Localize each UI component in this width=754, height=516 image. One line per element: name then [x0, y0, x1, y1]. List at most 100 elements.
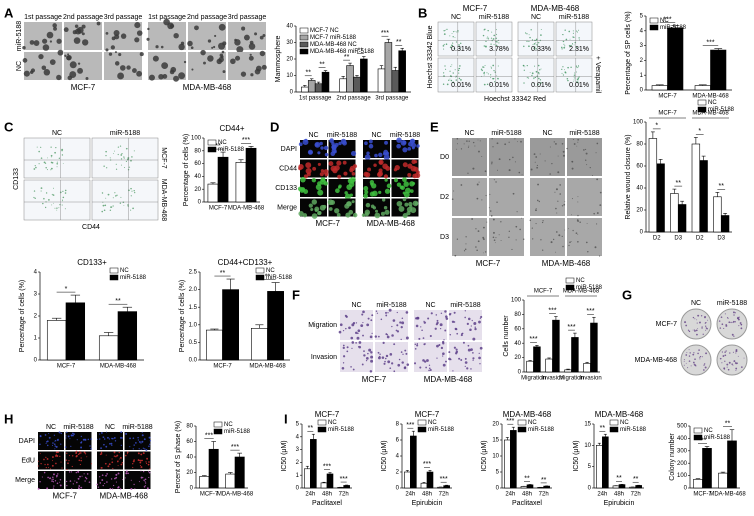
cell-dot: [115, 168, 118, 170]
cell-dot: [556, 212, 558, 214]
cell-dot: [59, 479, 62, 481]
cell-dot: [365, 202, 371, 208]
cell-dot: [148, 470, 150, 472]
x-tick-label: MDA-MB-468: [100, 364, 137, 370]
cell-dot: [686, 352, 688, 353]
cell-dot: [458, 77, 461, 80]
cell-dot: [33, 168, 36, 170]
cell-dot: [405, 352, 408, 355]
cell-dot: [371, 332, 373, 334]
column-label: miR-5188: [110, 130, 140, 137]
x-tick-label: 72h: [539, 492, 549, 498]
cell-dot: [137, 436, 139, 439]
cell-dot: [100, 451, 103, 454]
significance: ***: [698, 437, 706, 444]
cell-dot: [422, 359, 425, 362]
cell-dot: [453, 311, 456, 314]
cell-dot: [522, 238, 525, 240]
cell-dot: [528, 77, 530, 79]
cell-dot: [352, 212, 358, 218]
cell-dot: [81, 24, 86, 29]
cell-dot: [44, 463, 46, 466]
column-label: NC: [451, 14, 461, 21]
cell-dot: [376, 312, 379, 314]
cell-dot: [105, 431, 107, 433]
cell-dot: [243, 34, 250, 41]
cell-line-label: MCF-7: [463, 4, 488, 13]
cell-dot: [528, 34, 530, 36]
cell-dot: [74, 24, 79, 29]
cell-dot: [385, 333, 388, 336]
cell-dot: [434, 327, 437, 330]
cell-dot: [586, 164, 588, 166]
cell-dot: [346, 350, 349, 353]
cell-dot: [305, 162, 312, 169]
legend-swatch: [299, 34, 309, 41]
cell-dot: [363, 354, 366, 357]
cell-dot: [384, 178, 388, 182]
cell-dot: [67, 75, 73, 81]
x-axis-label: Paclitaxel: [312, 500, 342, 507]
photo-cell: [449, 310, 482, 340]
cell-dot: [337, 174, 342, 179]
photo-cell: [555, 21, 593, 57]
cell-dot: [428, 367, 431, 370]
cell-dot: [70, 471, 73, 473]
cell-dot: [500, 221, 502, 223]
cell-dot: [220, 55, 224, 59]
cell-dot: [46, 31, 54, 39]
cell-dot: [101, 192, 104, 194]
cell-dot: [58, 207, 60, 209]
cell-dot: [586, 223, 588, 224]
cell-dot: [476, 183, 479, 186]
cell-dot: [142, 477, 144, 479]
cell-dot: [496, 201, 498, 203]
x-tick-label: Invasion: [541, 376, 563, 382]
cell-dot: [391, 334, 394, 337]
cell-dot: [53, 26, 57, 31]
photo-cell: [530, 138, 565, 176]
cell-dot: [409, 181, 415, 187]
cell-dot: [725, 324, 728, 327]
y-tick-label: 2: [34, 314, 38, 320]
cell-dot: [339, 323, 343, 327]
cell-dot: [468, 140, 470, 142]
y-tick-label: 60: [194, 161, 201, 167]
cell-dot: [75, 452, 78, 455]
cell-dot: [317, 210, 322, 215]
cell-dot: [117, 153, 119, 156]
cell-dot: [144, 481, 146, 483]
cell-dot: [127, 158, 129, 161]
cell-dot: [535, 42, 537, 44]
cell-dot: [566, 147, 568, 150]
cell-dot: [485, 40, 487, 43]
cell-dot: [87, 438, 90, 441]
cell-dot: [113, 29, 120, 36]
cell-dot: [556, 231, 558, 233]
legend-swatch: [299, 27, 309, 34]
bar: [520, 486, 528, 489]
cell-dot: [598, 255, 601, 257]
cell-dot: [69, 480, 72, 482]
cell-dot: [46, 169, 48, 171]
cell-dot: [391, 362, 394, 365]
cell-dot: [578, 39, 580, 41]
cell-dot: [298, 164, 304, 170]
row-label: Merge: [277, 204, 297, 211]
cell-dot: [162, 74, 168, 79]
cell-dot: [144, 478, 147, 481]
cell-dot: [699, 321, 701, 324]
cell-dot: [396, 330, 400, 333]
cell-dot: [130, 187, 132, 190]
y-tick-label: 4: [34, 270, 38, 276]
cell-dot: [234, 38, 237, 42]
column-label: NC: [542, 130, 552, 137]
cell-dot: [46, 444, 49, 447]
cell-line-label: MCF-7: [53, 492, 78, 501]
cell-dot: [463, 143, 465, 145]
cell-dot: [139, 461, 142, 464]
cell-dot: [564, 45, 566, 47]
cell-dot: [531, 227, 533, 229]
significance: **: [215, 143, 221, 150]
cell-dot: [73, 433, 75, 435]
